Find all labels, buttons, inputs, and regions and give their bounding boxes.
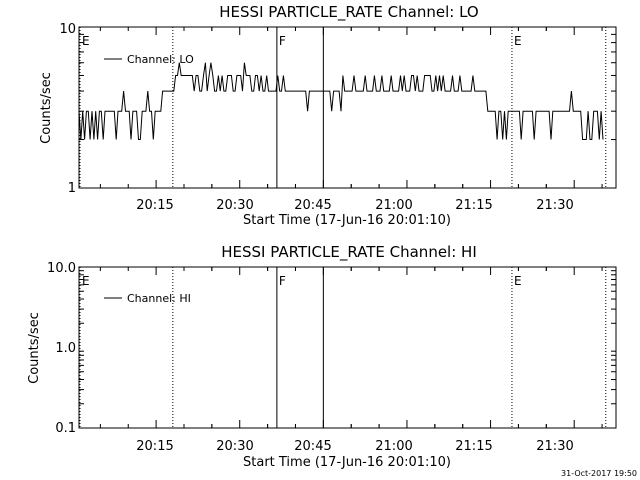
y-axis-label: Counts/sec xyxy=(27,312,42,384)
y-tick-label: 1 xyxy=(68,181,76,196)
time-marker-label: E xyxy=(82,34,90,48)
legend: Channel: HI xyxy=(104,292,191,305)
axis-ticks xyxy=(79,267,616,428)
time-marker-label: E xyxy=(514,34,522,48)
x-tick-label: 21:00 xyxy=(375,439,412,454)
chart-panel-lo: HESSI PARTICLE_RATE Channel: LO Counts/s… xyxy=(39,3,617,228)
x-tick-label: 20:45 xyxy=(294,439,331,454)
x-tick-label: 21:30 xyxy=(536,439,573,454)
plot-frame xyxy=(78,266,617,429)
x-axis-label: Start Time (17-Jun-16 20:01:10) xyxy=(243,455,451,470)
time-marker-label: F xyxy=(279,34,286,48)
x-tick-label: 21:15 xyxy=(455,439,492,454)
time-marker-label: E xyxy=(82,274,90,288)
x-tick-label: 20:15 xyxy=(136,439,173,454)
y-tick-label: 10 xyxy=(59,22,76,37)
x-tick-label: 20:30 xyxy=(216,439,253,454)
chart-title: HESSI PARTICLE_RATE Channel: HI xyxy=(221,243,477,262)
x-tick-label: 21:15 xyxy=(455,198,492,213)
generation-timestamp: 31-Oct-2017 19:50 xyxy=(561,469,637,478)
chart-title: HESSI PARTICLE_RATE Channel: LO xyxy=(219,3,478,22)
series-line xyxy=(78,62,604,140)
x-tick-label: 20:15 xyxy=(136,198,173,213)
plot-frame xyxy=(78,26,617,189)
y-tick-label: 0.1 xyxy=(55,421,76,436)
axis-ticks xyxy=(79,27,616,188)
time-marker-label: E xyxy=(514,274,522,288)
y-tick-label: 10.0 xyxy=(47,261,76,276)
x-tick-label: 20:30 xyxy=(216,198,253,213)
legend: Channel: LO xyxy=(104,53,194,66)
chart-panel-hi: HESSI PARTICLE_RATE Channel: HI Counts/s… xyxy=(27,243,617,470)
y-tick-label: 1.0 xyxy=(55,341,76,356)
x-tick-label: 21:00 xyxy=(375,198,412,213)
x-tick-label: 20:45 xyxy=(294,198,331,213)
series-group xyxy=(78,62,604,140)
time-marker-label: F xyxy=(279,274,286,288)
x-axis-label: Start Time (17-Jun-16 20:01:10) xyxy=(243,213,451,228)
legend-label: Channel: LO xyxy=(127,53,194,66)
x-tick-label: 21:30 xyxy=(536,198,573,213)
y-axis-label: Counts/sec xyxy=(39,72,54,144)
legend-label: Channel: HI xyxy=(127,292,191,305)
